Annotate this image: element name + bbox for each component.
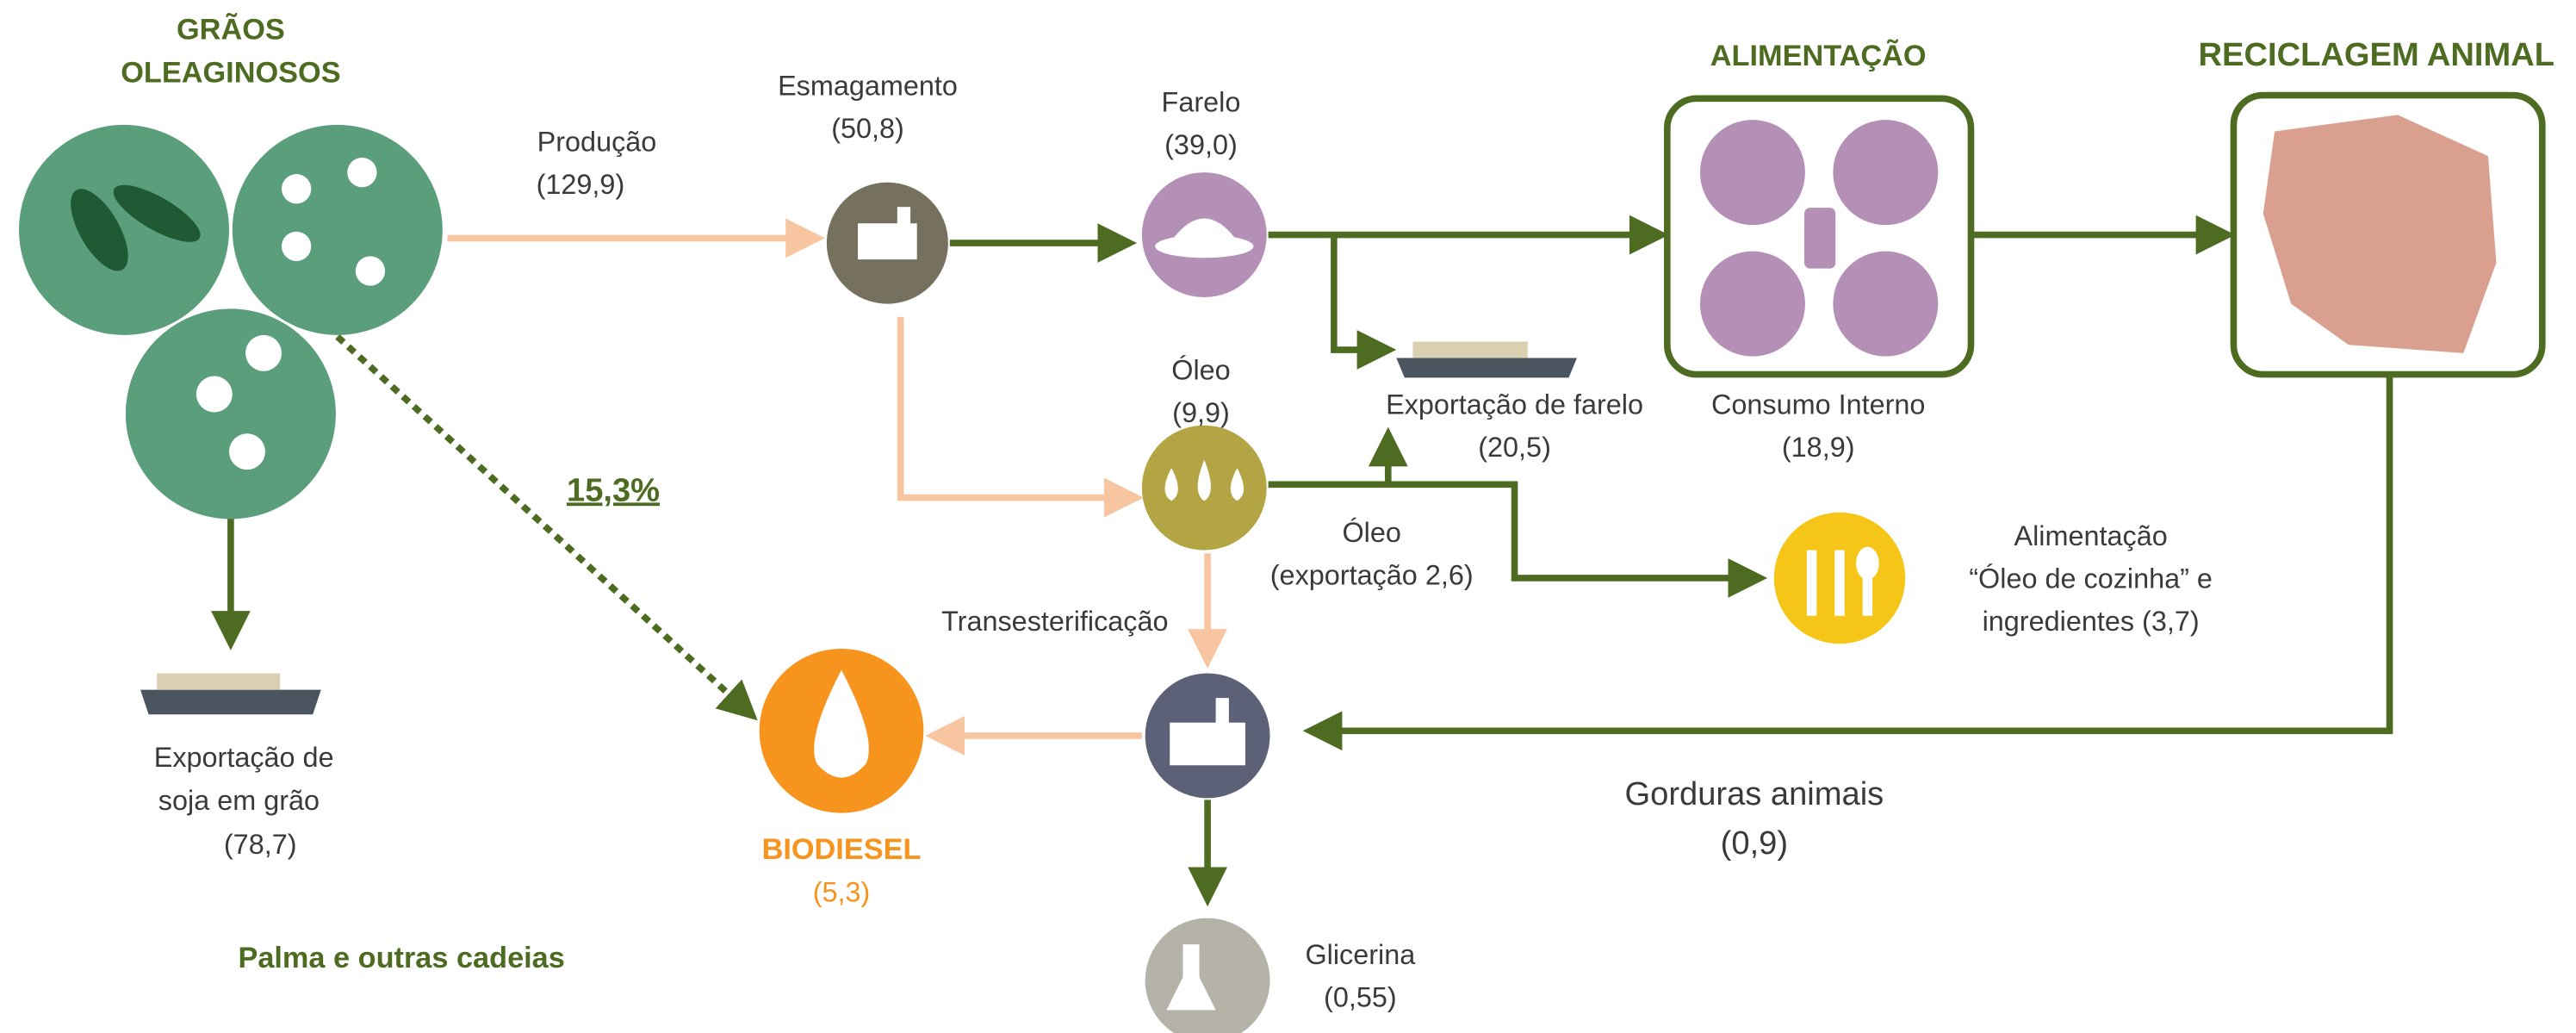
label: (78,7) [224,829,297,860]
label: Óleo [1343,516,1401,548]
label: (39,0) [1164,129,1238,160]
label: Glicerina [1305,939,1416,970]
label: Consumo Interno [1711,389,1925,420]
label: Exportação de farelo [1386,389,1643,420]
label: Gorduras animais [1624,775,1884,812]
label: (129,9) [537,169,625,200]
label: ALIMENTAÇÃO [1710,39,1927,72]
label: “Óleo de cozinha” e [1969,562,2213,594]
label: soja em grão [158,785,320,816]
label: (18,9) [1782,432,1855,463]
label: Palma e outras cadeias [238,942,564,974]
ship [1396,341,1577,377]
label: Esmagamento [778,71,958,102]
label: Exportação de [154,742,334,773]
label: 15,3% [567,471,660,508]
label: RECICLAGEM ANIMAL [2199,36,2555,73]
label: (9,9) [1172,397,1230,428]
label: OLEAGINOSOS [121,56,340,89]
label: (50,8) [831,113,904,144]
label: (0,55) [1324,982,1397,1013]
label: BIODIESEL [762,833,922,866]
label: (5,3) [813,877,871,908]
label: ingredientes (3,7) [1983,606,2200,637]
diagram: GRÃOS OLEAGINOSOS Produção (129,9) Esmag… [0,0,2576,1033]
label: (exportação 2,6) [1270,560,1474,591]
label: Produção [537,126,657,157]
ship [140,674,321,715]
label: Farelo [1162,87,1241,118]
label: GRÃOS [177,13,285,47]
label: Óleo [1171,353,1230,385]
label: Transesterificação [941,606,1168,637]
label: Alimentação [2014,520,2168,551]
labels: GRÃOS OLEAGINOSOS Produção (129,9) Esmag… [121,13,2554,1013]
label: (20,5) [1478,432,1551,463]
label: (0,9) [1721,825,1788,862]
